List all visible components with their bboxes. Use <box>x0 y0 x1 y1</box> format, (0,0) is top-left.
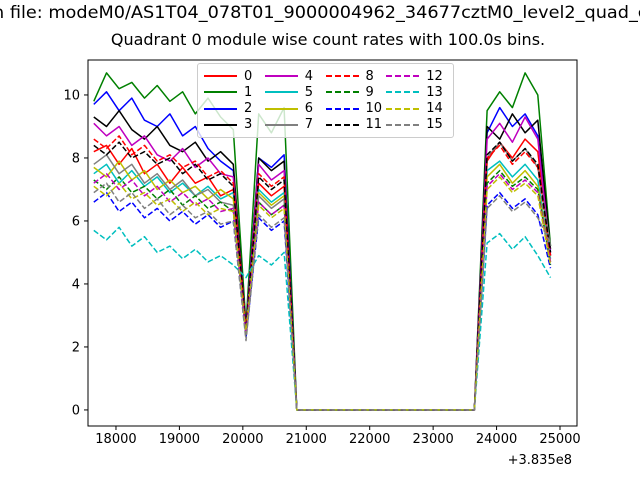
y-tick-label: 0 <box>72 403 80 418</box>
legend-entry-11: 11 <box>325 117 387 133</box>
legend-entry-3: 3 <box>204 117 265 133</box>
legend-entry-2: 2 <box>204 101 265 117</box>
legend-label: 2 <box>244 101 253 117</box>
legend-line-sample-3 <box>204 123 237 126</box>
legend-entry-0: 0 <box>204 68 265 84</box>
x-tick-label: 25000 <box>539 432 580 447</box>
legend-entry-15: 15 <box>386 117 447 133</box>
legend-entry-1: 1 <box>204 84 265 100</box>
legend-label: 7 <box>304 117 314 133</box>
legend-line-sample-2 <box>204 107 237 110</box>
legend-label: 10 <box>365 101 383 117</box>
legend-label: 11 <box>365 117 383 133</box>
x-tick-label: 18000 <box>95 432 136 447</box>
legend-label: 14 <box>426 101 443 117</box>
legend-line-sample-11 <box>325 123 359 126</box>
legend-entry-6: 6 <box>264 101 326 117</box>
y-tick-label: 10 <box>63 88 80 103</box>
x-tick-label: 20000 <box>222 432 263 447</box>
axes-title: Quadrant 0 module wise count rates with … <box>110 30 546 49</box>
legend-label: 5 <box>304 84 314 100</box>
legend-label: 9 <box>365 84 374 100</box>
x-tick-label: 22000 <box>349 432 390 447</box>
legend-entry-12: 12 <box>386 68 447 84</box>
legend-line-sample-13 <box>386 91 420 94</box>
legend-label: 3 <box>244 117 253 133</box>
legend-line-sample-15 <box>386 123 420 126</box>
legend-label: 8 <box>365 68 374 84</box>
legend-line-sample-1 <box>204 91 237 94</box>
legend-line-sample-0 <box>204 75 237 78</box>
legend-line-sample-5 <box>264 91 298 94</box>
legend-label: 1 <box>244 84 253 100</box>
x-tick-label: 23000 <box>412 432 453 447</box>
x-tick-label: 19000 <box>159 432 200 447</box>
legend-entry-13: 13 <box>386 84 447 100</box>
legend-line-sample-9 <box>325 91 359 94</box>
legend-entry-9: 9 <box>325 84 387 100</box>
legend-label: 15 <box>426 117 443 133</box>
legend-line-sample-7 <box>264 123 298 126</box>
legend-entry-7: 7 <box>264 117 326 133</box>
legend-line-sample-4 <box>264 75 298 78</box>
legend-label: 13 <box>426 84 443 100</box>
y-tick-label: 6 <box>72 214 80 229</box>
series-line-15 <box>93 182 552 411</box>
legend-label: 6 <box>304 101 314 117</box>
legend-label: 4 <box>304 68 314 84</box>
y-tick-label: 8 <box>72 151 80 166</box>
legend-label: 12 <box>426 68 443 84</box>
legend-entry-5: 5 <box>264 84 326 100</box>
axes-frame <box>87 59 578 427</box>
legend-line-sample-14 <box>386 107 420 110</box>
series-line-14 <box>93 176 552 411</box>
legend-line-sample-6 <box>264 107 298 110</box>
x-tick-label: 21000 <box>286 432 327 447</box>
legend-entry-10: 10 <box>325 101 387 117</box>
figure-title: n file: modeM0/AS1T04_078T01_9000004962_… <box>0 3 640 23</box>
legend-line-sample-10 <box>325 107 359 110</box>
legend-line-sample-12 <box>386 75 420 78</box>
legend-line-sample-8 <box>325 75 359 78</box>
y-tick-label: 2 <box>72 340 80 355</box>
legend-entry-4: 4 <box>264 68 326 84</box>
x-tick-label: 24000 <box>476 432 517 447</box>
y-tick-label: 4 <box>72 277 80 292</box>
legend-entry-14: 14 <box>386 101 447 117</box>
legend-entry-8: 8 <box>325 68 387 84</box>
x-axis-offset-label: +3.835e8 <box>508 453 572 468</box>
legend-box: 0 1 2 3 4 5 6 7 8 9 10 11 12 13 14 15 <box>197 63 454 138</box>
legend-label: 0 <box>244 68 253 84</box>
